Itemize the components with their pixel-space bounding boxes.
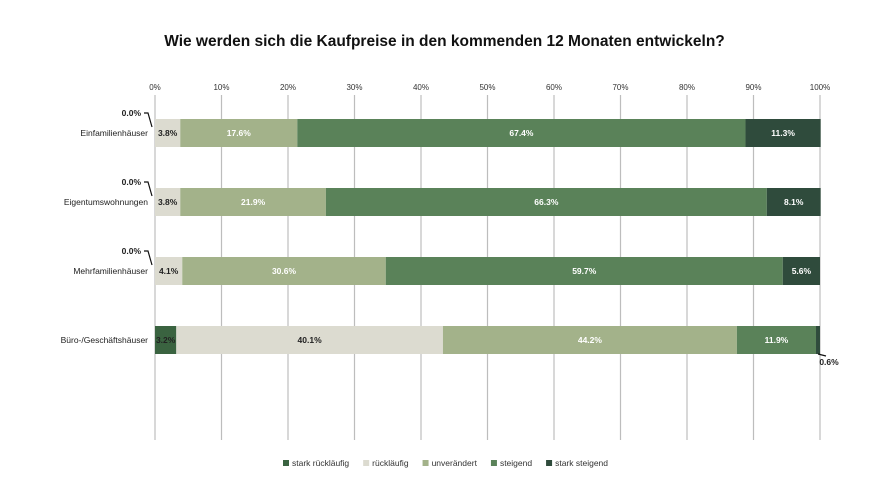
x-tick-label: 90%: [745, 83, 761, 92]
bar-segment: [155, 326, 177, 354]
data-label: 30.6%: [272, 266, 297, 276]
bar-segment: [182, 257, 386, 285]
legend-swatch: [490, 460, 497, 466]
bar-segment: [782, 257, 820, 285]
legend-swatch: [422, 460, 429, 466]
x-tick-label: 20%: [280, 83, 296, 92]
x-tick-label: 40%: [413, 83, 429, 92]
data-label: 44.2%: [578, 335, 603, 345]
leader-line: [144, 250, 153, 266]
bar-segment: [176, 326, 443, 354]
category-label: Mehrfamilienhäuser: [73, 266, 148, 276]
bar-segment: [297, 119, 746, 147]
data-label: 0.0%: [122, 177, 142, 187]
data-label: 21.9%: [241, 197, 266, 207]
x-tick-label: 80%: [679, 83, 695, 92]
x-tick-label: 30%: [346, 83, 362, 92]
bar-segment: [155, 119, 181, 147]
bar-segment: [442, 326, 737, 354]
leader-line: [144, 181, 153, 197]
bar-segment: [816, 326, 820, 354]
data-label: 11.3%: [771, 128, 795, 138]
data-label: 8.1%: [784, 197, 804, 207]
bar-segment: [180, 119, 298, 147]
category-label: Eigentumswohnungen: [64, 197, 148, 207]
data-label: 67.4%: [509, 128, 534, 138]
data-label: 66.3%: [534, 197, 559, 207]
legend-label: stark steigend: [555, 458, 608, 468]
x-tick-label: 100%: [810, 83, 830, 92]
leader-line: [144, 112, 153, 128]
bar-segment: [155, 188, 181, 216]
data-label: 4.1%: [159, 266, 179, 276]
legend-swatch: [546, 460, 553, 466]
data-label: 11.9%: [765, 335, 789, 345]
leader-line: [817, 353, 827, 357]
legend-swatch: [363, 460, 370, 466]
data-label: 0.6%: [819, 357, 839, 367]
x-tick-label: 50%: [479, 83, 495, 92]
legend-swatch: [283, 460, 289, 466]
bar-segment: [325, 188, 767, 216]
legend-label: unverändert: [432, 458, 478, 468]
data-label: 0.0%: [122, 108, 142, 118]
data-label: 17.6%: [227, 128, 252, 138]
category-label: Büro-/Geschäftshäuser: [61, 335, 149, 345]
x-tick-label: 10%: [213, 83, 229, 92]
bar-segment: [180, 188, 326, 216]
category-label: Einfamilienhäuser: [80, 128, 148, 138]
data-label: 40.1%: [298, 335, 323, 345]
x-tick-label: 60%: [546, 83, 562, 92]
x-tick-label: 0%: [149, 83, 161, 92]
data-label: 3.2%: [156, 335, 176, 345]
bar-segment: [766, 188, 821, 216]
legend-label: stark rückläufig: [292, 458, 349, 468]
legend-label: steigend: [500, 458, 532, 468]
data-label: 0.0%: [122, 246, 142, 256]
x-tick-label: 70%: [612, 83, 628, 92]
data-label: 3.8%: [158, 128, 178, 138]
bar-segment: [155, 257, 183, 285]
bar-segment: [736, 326, 817, 354]
legend-label: rückläufig: [372, 458, 409, 468]
data-label: 3.8%: [158, 197, 178, 207]
data-label: 59.7%: [572, 266, 597, 276]
bar-segment: [745, 119, 821, 147]
bar-segment: [385, 257, 783, 285]
data-label: 5.6%: [792, 266, 812, 276]
chart-title: Wie werden sich die Kaufpreise in den ko…: [164, 33, 725, 50]
